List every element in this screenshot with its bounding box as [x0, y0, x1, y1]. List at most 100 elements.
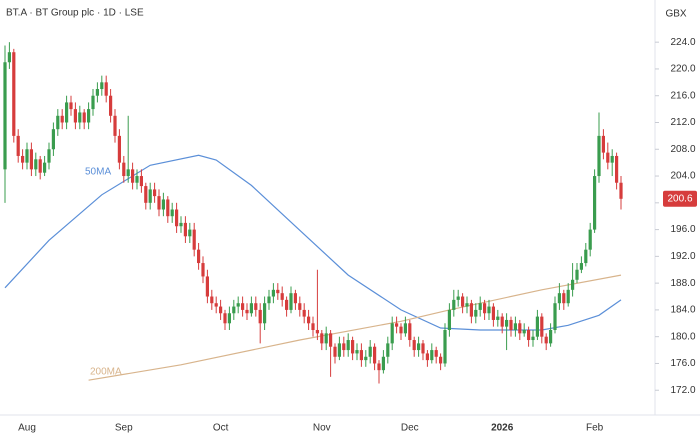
candle-body	[205, 276, 209, 297]
x-tick-label: 2026	[491, 423, 514, 434]
candle-body	[289, 293, 293, 310]
candle-body	[166, 199, 170, 217]
candle-body	[399, 326, 403, 334]
candle-body	[452, 299, 456, 310]
candle-body	[276, 289, 280, 294]
candle-body	[619, 182, 623, 199]
candle-body	[232, 306, 236, 314]
candle-body	[183, 222, 187, 237]
candle-body	[12, 52, 16, 136]
candle-body	[584, 249, 588, 264]
candle-body	[131, 169, 135, 183]
candle-body	[443, 329, 447, 364]
candle-body	[368, 346, 372, 357]
currency-label: GBX	[665, 9, 686, 20]
candle-body	[518, 323, 522, 334]
candle-body	[566, 289, 570, 304]
x-tick-label: Feb	[586, 423, 604, 434]
candle-body	[29, 149, 33, 170]
candle-body	[249, 303, 253, 314]
candle-body	[69, 102, 73, 110]
candle-body	[153, 189, 157, 197]
candle-body	[175, 209, 179, 227]
candle-body	[447, 309, 451, 330]
candle-body	[21, 155, 25, 163]
candle-body	[104, 82, 108, 96]
candle-body	[474, 309, 478, 317]
candle-body	[351, 340, 355, 354]
candle-body	[223, 313, 227, 324]
candle-body	[236, 303, 240, 307]
candle-body	[535, 316, 539, 337]
candle-body	[527, 329, 531, 341]
x-tick-label: Dec	[401, 423, 419, 434]
candle-body	[610, 155, 614, 163]
candle-body	[122, 162, 126, 177]
candle-body	[544, 336, 548, 344]
moving-average-label: 200MA	[90, 367, 122, 378]
candle-body	[540, 316, 544, 337]
candle-body	[219, 306, 223, 314]
candle-body	[412, 340, 416, 351]
moving-average-line	[4, 154, 622, 331]
candle-body	[258, 309, 262, 324]
y-tick-label: 196.0	[670, 224, 695, 235]
candle-body	[210, 296, 214, 304]
last-price-label: 200.6	[667, 193, 692, 204]
candle-body	[280, 293, 284, 300]
candle-body	[430, 350, 434, 361]
last-price-badge	[663, 190, 697, 207]
moving-average-line	[88, 274, 622, 381]
x-tick-label: Oct	[213, 423, 229, 434]
candle-body	[267, 296, 271, 304]
candle-body	[51, 129, 55, 150]
candle-body	[417, 343, 421, 351]
candle-body	[43, 162, 47, 173]
x-tick-label: Nov	[313, 423, 331, 434]
candle-body	[324, 333, 328, 344]
candle-body	[425, 353, 429, 361]
candle-body	[439, 356, 443, 364]
candle-body	[509, 319, 513, 330]
candle-body	[117, 135, 121, 163]
candle-body	[571, 279, 575, 290]
candle-body	[597, 135, 601, 177]
chart-title: BT.A · BT Group plc · 1D · LSE	[6, 8, 144, 19]
candle-body	[100, 82, 104, 90]
candle-body	[381, 356, 385, 371]
candle-body	[579, 263, 583, 270]
candle-body	[346, 340, 350, 351]
candle-body	[461, 296, 465, 307]
candle-body	[188, 229, 192, 237]
candle-body	[315, 329, 319, 334]
y-tick-label: 216.0	[670, 90, 695, 101]
candle-body	[307, 316, 311, 324]
y-tick-label: 192.0	[670, 251, 695, 262]
candle-body	[192, 229, 196, 250]
candle-body	[395, 323, 399, 327]
candle-body	[139, 176, 143, 187]
candle-body	[496, 316, 500, 320]
candle-body	[588, 229, 592, 250]
candle-body	[135, 176, 139, 183]
candle-body	[483, 303, 487, 314]
candle-body	[491, 306, 495, 320]
candle-body	[311, 323, 315, 330]
candle-body	[601, 135, 605, 153]
candle-body	[377, 363, 381, 371]
candle-body	[109, 95, 113, 116]
candle-body	[285, 299, 289, 310]
candle-body	[522, 329, 526, 334]
candle-body	[3, 62, 7, 170]
x-tick-label: Sep	[115, 423, 133, 434]
candle-body	[245, 309, 249, 314]
candle-body	[47, 149, 51, 163]
candle-body	[113, 115, 117, 136]
candle-body	[606, 152, 610, 163]
candle-body	[513, 323, 517, 330]
y-tick-label: 224.0	[670, 37, 695, 48]
candle-body	[87, 109, 91, 123]
candle-body	[434, 350, 438, 357]
